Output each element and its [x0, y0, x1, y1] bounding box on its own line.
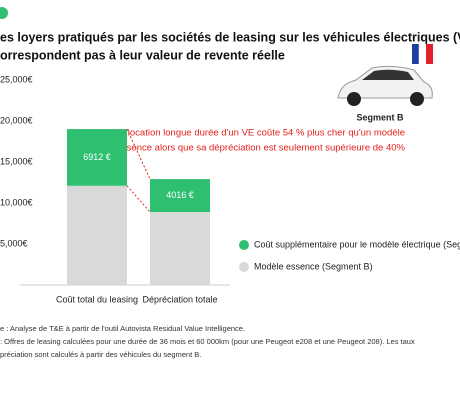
bar-segment — [67, 129, 127, 186]
annotation: essence alors que sa dépréciation est se… — [117, 143, 406, 154]
note: e : Analyse de T&E à partir de l'outil A… — [0, 324, 245, 333]
annotation: La location longue durée d'un VE coûte 5… — [115, 128, 405, 139]
y-tick-label: 5,000€ — [0, 238, 28, 248]
value-label: 4016 € — [166, 190, 194, 200]
connector — [126, 185, 151, 213]
bar-segment — [67, 185, 127, 285]
chart-title: es loyers pratiqués par les sociétés de … — [0, 30, 460, 44]
logo-dot — [0, 7, 8, 19]
bar-segment — [150, 212, 210, 285]
y-tick-label: 10,000€ — [0, 197, 33, 207]
chart-title: orrespondent pas à leur valeur de revent… — [0, 48, 285, 62]
legend-label: Modèle essence (Segment B) — [254, 261, 373, 271]
legend-marker — [239, 262, 249, 272]
x-tick-label: Coût total du leasing — [56, 294, 138, 304]
legend-label: Coût supplémentaire pour le modèle élect… — [254, 239, 460, 249]
note: : Offres de leasing calculées pour une d… — [0, 337, 415, 346]
x-tick-label: Dépréciation totale — [142, 294, 217, 304]
y-tick-label: 25,000€ — [0, 74, 33, 84]
y-tick-label: 20,000€ — [0, 115, 33, 125]
connector — [126, 128, 151, 180]
car-image — [337, 65, 433, 106]
legend-marker — [239, 240, 249, 250]
bar-segment — [150, 179, 210, 213]
y-tick-label: 15,000€ — [0, 156, 33, 166]
note: préciation sont calculés à partir des vé… — [0, 350, 201, 359]
image-label: Segment B — [356, 112, 404, 122]
flag — [412, 43, 433, 65]
value-label: 6912 € — [83, 152, 111, 162]
